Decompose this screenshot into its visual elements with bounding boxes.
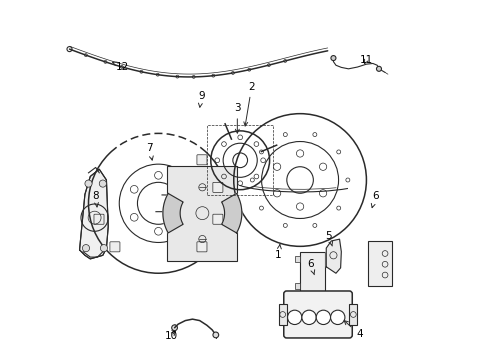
FancyBboxPatch shape xyxy=(212,183,223,192)
Circle shape xyxy=(287,310,301,324)
FancyBboxPatch shape xyxy=(283,291,351,338)
Text: 11: 11 xyxy=(359,55,372,65)
Circle shape xyxy=(82,244,89,252)
FancyBboxPatch shape xyxy=(212,214,223,224)
FancyBboxPatch shape xyxy=(197,155,206,165)
Text: 1: 1 xyxy=(275,244,281,260)
Circle shape xyxy=(301,310,316,324)
Circle shape xyxy=(316,310,330,324)
Circle shape xyxy=(330,310,344,324)
Bar xyxy=(167,166,237,261)
FancyBboxPatch shape xyxy=(94,214,104,224)
Text: 12: 12 xyxy=(112,62,129,72)
Bar xyxy=(278,304,286,325)
FancyBboxPatch shape xyxy=(110,242,120,252)
Bar xyxy=(294,283,300,289)
Text: 10: 10 xyxy=(164,331,177,341)
Circle shape xyxy=(85,180,92,187)
Circle shape xyxy=(212,332,218,338)
Circle shape xyxy=(100,244,107,252)
Bar xyxy=(300,252,325,293)
FancyBboxPatch shape xyxy=(197,242,206,252)
Text: 5: 5 xyxy=(325,231,332,246)
Text: 2: 2 xyxy=(244,82,254,126)
Bar xyxy=(367,241,391,286)
Polygon shape xyxy=(221,193,241,233)
Text: 8: 8 xyxy=(92,191,99,207)
Bar xyxy=(207,126,273,195)
Bar xyxy=(294,256,300,262)
Polygon shape xyxy=(325,239,341,273)
Bar xyxy=(349,304,357,325)
Text: 6: 6 xyxy=(370,191,378,208)
Text: 7: 7 xyxy=(146,143,153,160)
Text: 4: 4 xyxy=(344,321,362,339)
Polygon shape xyxy=(80,169,108,259)
Circle shape xyxy=(330,55,335,60)
Circle shape xyxy=(171,325,177,330)
Text: 6: 6 xyxy=(307,259,314,275)
Text: 9: 9 xyxy=(198,91,204,107)
Text: 3: 3 xyxy=(234,103,240,133)
Polygon shape xyxy=(163,193,183,233)
Circle shape xyxy=(376,66,381,71)
Circle shape xyxy=(99,180,106,187)
